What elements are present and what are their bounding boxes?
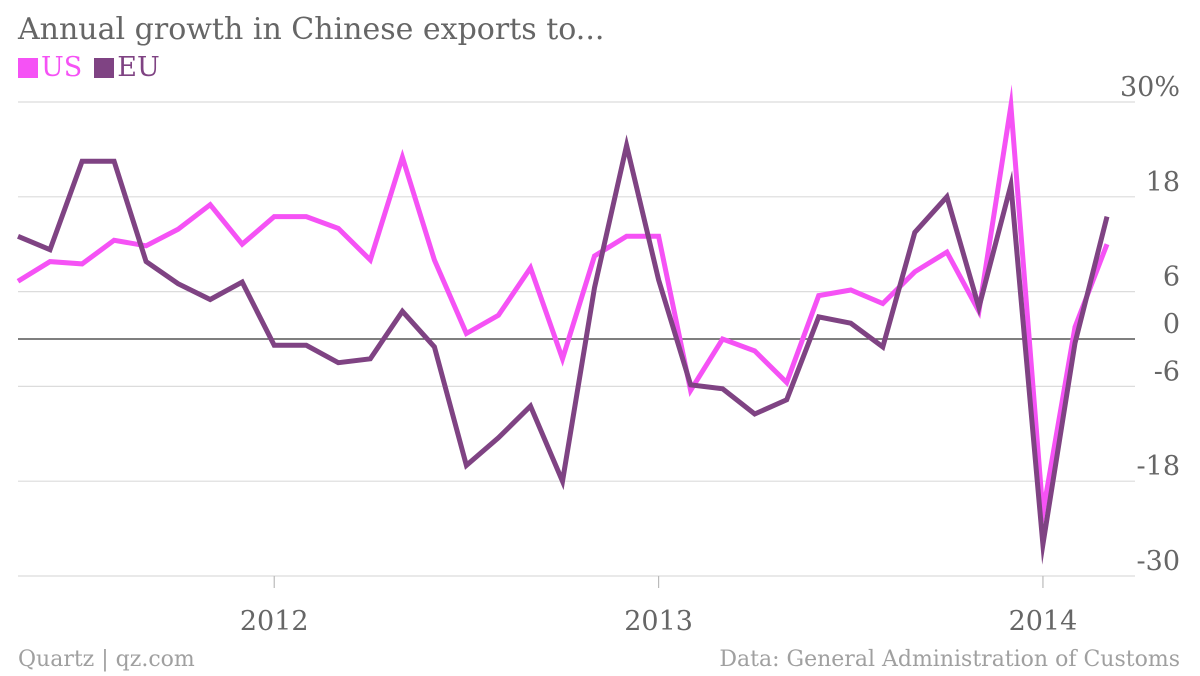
legend-swatch-eu [94, 57, 115, 78]
series-line-us [16, 84, 1110, 533]
legend-item-eu: EU [94, 52, 160, 83]
y-tick-label: -18 [1137, 451, 1180, 482]
y-tick-label: -6 [1154, 356, 1180, 387]
y-tick-label: -30 [1137, 546, 1180, 577]
label-layer: 30% 18 6 0 -6 -18 -30 2012 2013 2014 [240, 72, 1180, 637]
credit-label: Data: General Administration of Customs [719, 647, 1180, 672]
y-tick-label: 0 [1163, 309, 1180, 340]
chart-title: Annual growth in Chinese exports to... [18, 12, 605, 47]
legend: US EU [18, 52, 160, 83]
legend-label-us: US [41, 52, 83, 83]
y-tick-label: 18 [1146, 167, 1180, 198]
axis-layer [273, 576, 1044, 588]
x-tick-label: 2014 [1009, 606, 1078, 637]
y-tick-label: 30% [1120, 72, 1180, 103]
x-tick-label: 2013 [624, 606, 693, 637]
series-layer [16, 84, 1110, 565]
x-tick-label: 2012 [240, 606, 309, 637]
legend-item-us: US [18, 52, 82, 83]
y-tick-label: 6 [1163, 262, 1180, 293]
legend-label-eu: EU [117, 52, 160, 83]
legend-swatch-us [18, 57, 38, 78]
series-line-eu [17, 134, 1110, 565]
source-label: Quartz | qz.com [18, 647, 195, 672]
grid-layer [18, 101, 1135, 577]
